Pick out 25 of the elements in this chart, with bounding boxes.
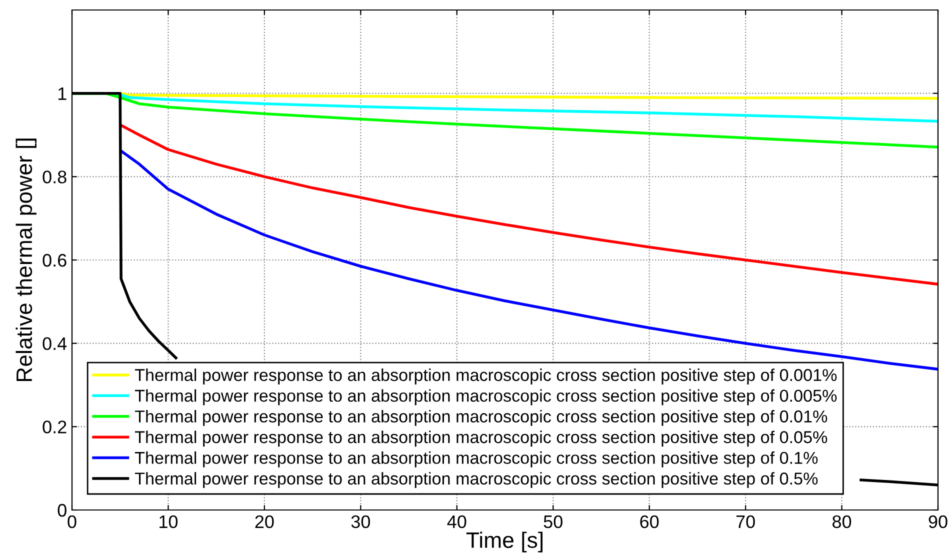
x-tick-label: 80 (832, 515, 852, 528)
x-tick-label: 90 (928, 515, 948, 528)
legend-label: Thermal power response to an absorption macroscopic cross section positive step of 0.001% (134, 368, 837, 384)
x-tick-label: 40 (447, 515, 466, 528)
x-tick-label: 60 (640, 515, 659, 528)
legend-label: Thermal power response to an absorption macroscopic cross section positive step of 0.05% (134, 430, 828, 447)
x-tick-label: 10 (160, 515, 178, 528)
legend-label: Thermal power response to an absorption macroscopic cross section positive step of 0.1% (134, 451, 818, 468)
legend-label: Thermal power response to an absorption macroscopic cross section positive step of 0.01% (134, 410, 828, 426)
line-series (120, 124, 938, 286)
y-tick-label: 0 (58, 504, 66, 517)
y-tick-label: 0.2 (42, 420, 66, 434)
x-tick-label: 0 (68, 515, 76, 528)
y-axis-title: Relative thermal power [] (16, 138, 36, 382)
legend-label: Thermal power response to an absorption macroscopic cross section positive step of 0.5% (134, 472, 818, 488)
y-tick-label: 0.8 (42, 170, 66, 184)
x-tick-label: 50 (544, 515, 562, 528)
legend-label: Thermal power response to an absorption macroscopic cross section positive step of 0.005% (134, 389, 837, 406)
x-tick-label: 30 (351, 515, 370, 528)
y-tick-label: 0.4 (42, 337, 67, 350)
y-tick-label: 0.6 (42, 254, 66, 267)
x-axis-title: Time [s] (466, 532, 543, 552)
y-tick-label: 1 (58, 87, 66, 100)
x-tick-label: 70 (736, 515, 755, 528)
x-tick-label: 20 (255, 515, 274, 528)
